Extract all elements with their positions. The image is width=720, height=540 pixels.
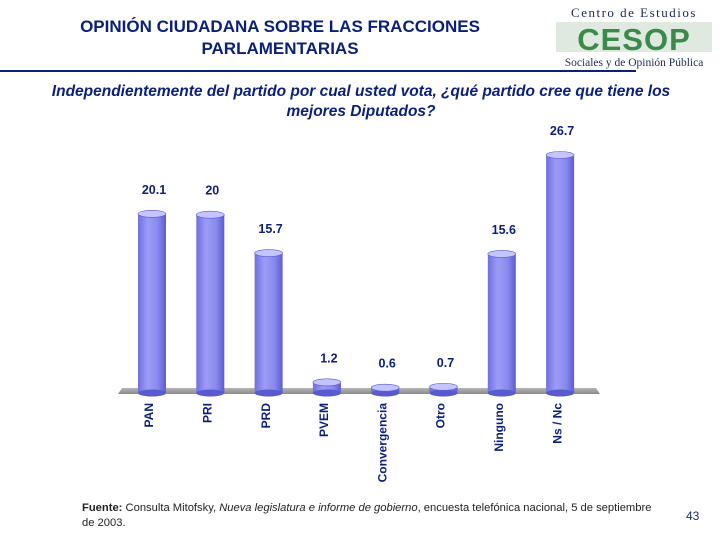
bar-pri — [196, 210, 225, 397]
source-text-2: , encuesta telefónica nacional, 5 de sep… — [82, 502, 652, 529]
value-label: 20.1 — [142, 183, 166, 197]
bar-pan — [137, 210, 167, 397]
category-label: Convergencia — [375, 403, 389, 483]
category-label: PVEM — [317, 403, 331, 437]
chart-question: Independientemente del partido por cual … — [51, 83, 671, 120]
source-text-1: Consulta Mitofsky, — [122, 502, 220, 514]
logo-line2: Sociales y de Opinión Pública — [565, 57, 704, 69]
value-label: 0.6 — [379, 357, 396, 371]
logo-line1: Centro de Estudios — [571, 5, 697, 20]
value-label: 15.7 — [258, 222, 282, 236]
bar-ninguno — [487, 250, 517, 397]
page-number: 43 — [686, 509, 700, 523]
value-label: 15.6 — [492, 223, 516, 237]
category-label: PAN — [142, 403, 156, 427]
value-label: 20 — [205, 184, 219, 198]
category-label: Ns / Nc — [550, 403, 564, 444]
bar-otro — [429, 382, 458, 397]
value-label: 0.7 — [437, 356, 454, 370]
category-label: Otro — [434, 403, 448, 428]
chart-floor — [118, 388, 600, 394]
cesop-logo: Centro de Estudios CESOP Sociales y de O… — [556, 5, 712, 69]
slide-title: OPINIÓN CIUDADANA SOBRE LAS FRACCIONES P… — [80, 17, 480, 58]
value-label: 26.7 — [550, 124, 574, 138]
category-label: Ninguno — [492, 403, 506, 452]
category-label: PRI — [200, 403, 214, 423]
source-label: Fuente: — [82, 502, 123, 514]
source-note: Fuente: Consulta Mitofsky, Nueva legisla… — [82, 501, 652, 531]
logo-bar — [556, 22, 712, 52]
source-title: Nueva legislatura e informe de gobierno — [219, 502, 418, 514]
logo-mark: CESOP — [577, 22, 691, 57]
bar-pvem — [312, 378, 342, 397]
bar-convergencia — [370, 383, 400, 397]
bar-prd — [254, 249, 283, 397]
bar-ns-nc — [545, 151, 575, 397]
value-label: 1.2 — [320, 351, 337, 365]
header-rule — [0, 70, 636, 72]
category-label: PRD — [259, 403, 273, 429]
